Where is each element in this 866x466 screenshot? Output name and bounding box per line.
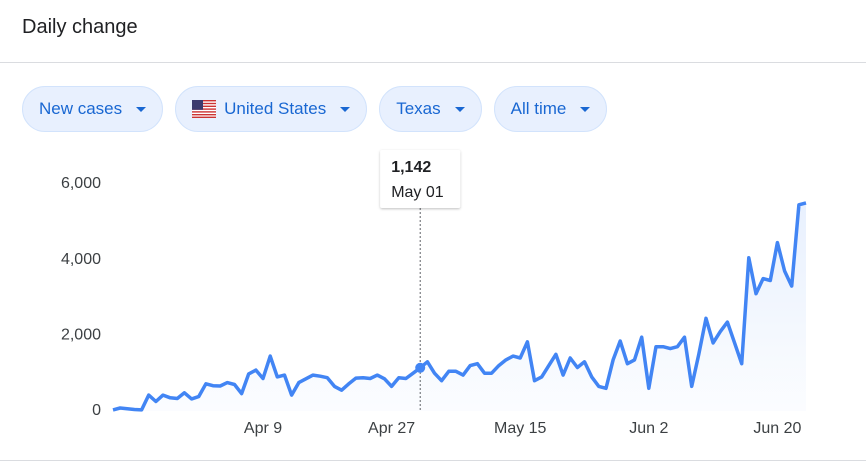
dropdown-caret bbox=[136, 106, 147, 112]
chip-label: Texas bbox=[396, 99, 441, 118]
filter-chip[interactable]: New cases bbox=[22, 86, 164, 132]
filter-chip[interactable]: All time bbox=[493, 86, 608, 132]
x-tick-label: Jun 2 bbox=[629, 420, 668, 437]
tooltip-box bbox=[380, 150, 461, 208]
tooltip-value: 1,142 bbox=[391, 159, 431, 176]
dropdown-caret bbox=[580, 106, 591, 112]
filter-chip[interactable]: United States bbox=[175, 86, 368, 132]
y-tick-label: 0 bbox=[92, 402, 101, 419]
filter-bar: New cases United States Texas All time bbox=[22, 86, 608, 132]
hover-point bbox=[415, 362, 426, 373]
y-tick-label: 2,000 bbox=[61, 327, 101, 344]
dropdown-caret bbox=[340, 106, 351, 112]
tooltip-date: May 01 bbox=[391, 184, 444, 201]
divider bbox=[0, 62, 866, 63]
line bbox=[112, 201, 807, 412]
divider bbox=[0, 460, 866, 461]
chip-label: United States bbox=[224, 99, 327, 118]
y-tick-label: 4,000 bbox=[61, 251, 101, 268]
x-tick-label: May 15 bbox=[494, 420, 547, 437]
header-title: Daily change bbox=[22, 16, 138, 38]
chip-label: All time bbox=[510, 99, 567, 118]
x-tick-label: Jun 20 bbox=[753, 420, 801, 437]
filter-chip[interactable]: Texas bbox=[379, 86, 482, 132]
area bbox=[113, 202, 806, 411]
x-tick-label: Apr 27 bbox=[368, 420, 415, 437]
y-tick-label: 6,000 bbox=[61, 175, 101, 192]
chart: 0 2,000 4,000 6,000 Apr 9 Apr 27 May 15 Jun 2 Ju… bbox=[61, 150, 807, 437]
dropdown-caret bbox=[454, 106, 465, 112]
tooltip: 1,142 May 01 bbox=[380, 150, 461, 208]
flag-icon bbox=[192, 100, 217, 118]
x-tick-label: Apr 9 bbox=[244, 420, 282, 437]
chip-label: New cases bbox=[39, 99, 123, 118]
